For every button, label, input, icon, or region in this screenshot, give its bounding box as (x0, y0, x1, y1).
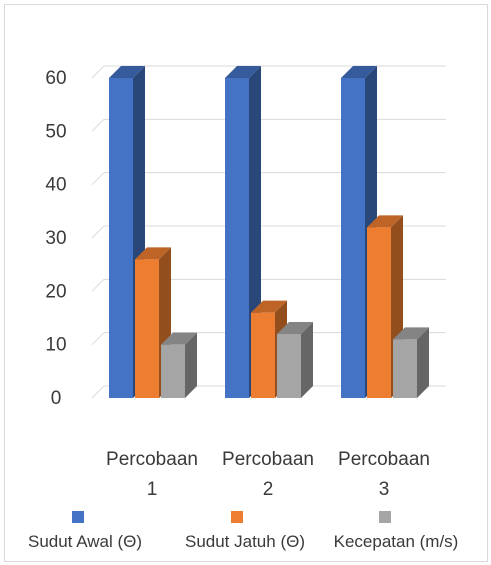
gridline-side (91, 385, 105, 399)
bar (109, 78, 133, 398)
gridline-side (91, 332, 105, 346)
bar-top (341, 66, 377, 78)
y-tick-label: 40 (45, 175, 66, 196)
legend-swatch (379, 511, 391, 523)
bar-top (161, 332, 197, 345)
x-tick-label: 2 (263, 479, 274, 500)
legend-label: Kecepatan (m/s) (334, 532, 459, 551)
x-tick-label: 3 (379, 479, 390, 500)
gridline-side (91, 65, 105, 79)
x-tick-label: Percobaan (338, 449, 430, 470)
bar-top (277, 322, 313, 334)
bar-top (393, 327, 429, 340)
bar-top (225, 66, 261, 78)
y-tick-label: 10 (45, 335, 66, 356)
x-tick-label: 1 (147, 479, 158, 500)
bar-side (301, 322, 313, 398)
x-tick-label: Percobaan (106, 449, 198, 470)
bar-top (367, 215, 403, 228)
bar (277, 334, 301, 398)
bar (341, 78, 365, 398)
bar (161, 344, 185, 398)
gridline-side (91, 172, 105, 186)
bar-top (109, 66, 145, 78)
x-tick-label: Percobaan (222, 449, 314, 470)
y-tick-label: 50 (45, 121, 66, 142)
bar (393, 339, 417, 398)
bar-side (417, 327, 429, 398)
y-tick-label: 20 (45, 281, 66, 302)
gridline-side (91, 225, 105, 239)
gridline-side (91, 118, 105, 132)
bar (135, 259, 159, 398)
bar-side (185, 332, 197, 398)
legend-swatch (231, 511, 243, 523)
bar (367, 227, 391, 398)
legend-swatch (72, 511, 84, 523)
legend-label: Sudut Awal (Θ) (28, 532, 142, 551)
gridline-side (91, 278, 105, 292)
bar-top (135, 247, 171, 260)
y-tick-label: 30 (45, 228, 66, 249)
bar-top (251, 300, 287, 313)
bar (251, 312, 275, 398)
legend-label: Sudut Jatuh (Θ) (185, 532, 305, 551)
y-tick-label: 0 (51, 388, 62, 409)
bar (225, 78, 249, 398)
y-tick-label: 60 (45, 68, 66, 89)
